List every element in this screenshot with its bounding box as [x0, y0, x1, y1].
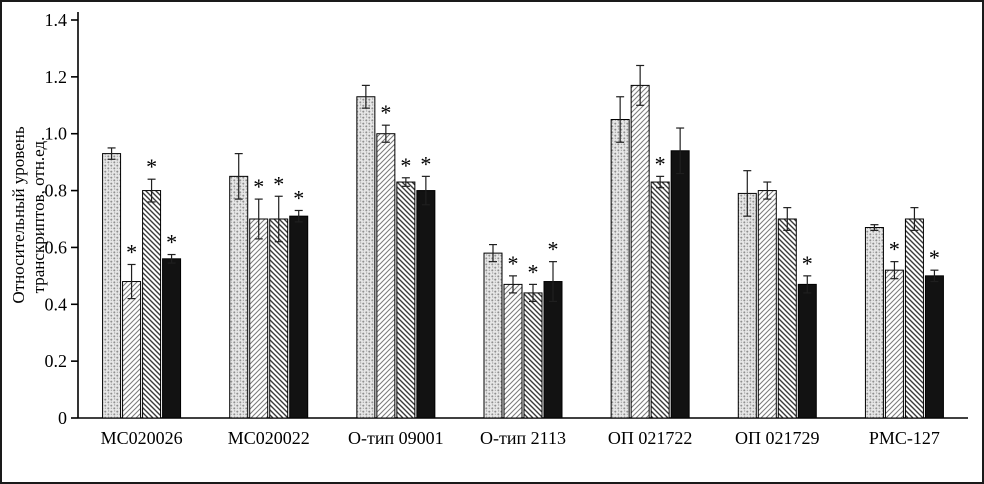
x-category-label: ОП 021722: [608, 428, 693, 448]
bar-solid-black: [416, 190, 436, 419]
x-category-label: МС020026: [101, 428, 183, 448]
bar-solid-black: [670, 150, 690, 419]
significance-marker: *: [380, 100, 391, 125]
bar-dotted: [102, 153, 122, 419]
y-tick-label: 0.2: [45, 351, 68, 371]
bar-hatch-backward: [650, 181, 670, 419]
significance-marker: *: [508, 251, 519, 276]
bar-hatch-backward: [396, 181, 416, 419]
y-tick-label: 0.4: [45, 294, 68, 314]
y-tick-label: 1.2: [45, 67, 68, 87]
significance-marker: *: [293, 185, 304, 210]
significance-marker: *: [655, 151, 666, 176]
x-category-label: О-тип 2113: [480, 428, 566, 448]
bar-hatch-forward: [376, 133, 396, 419]
bar-hatch-backward: [269, 218, 289, 419]
x-category-label: МС020022: [228, 428, 310, 448]
bar-dotted: [483, 252, 503, 419]
bar-hatch-backward: [142, 190, 162, 419]
bar-hatch-forward: [757, 190, 777, 419]
significance-marker: *: [889, 237, 900, 262]
significance-marker: *: [253, 174, 264, 199]
significance-marker: *: [126, 239, 137, 264]
significance-marker: *: [273, 171, 284, 196]
significance-marker: *: [929, 245, 940, 270]
x-category-label: РМС-127: [869, 428, 940, 448]
bar-hatch-backward: [777, 218, 797, 419]
x-category-label: ОП 021729: [735, 428, 820, 448]
bar-solid-black: [162, 258, 182, 419]
significance-marker: *: [528, 259, 539, 284]
significance-marker: *: [802, 251, 813, 276]
bar-dotted: [356, 96, 376, 419]
bar-solid-black: [289, 215, 309, 419]
significance-marker: *: [146, 154, 157, 179]
bar-hatch-forward: [630, 84, 650, 419]
bar-dotted: [864, 227, 884, 419]
y-tick-label: 0.8: [45, 181, 68, 201]
bar-hatch-forward: [503, 283, 523, 419]
y-tick-label: 0.6: [45, 237, 68, 257]
bar-dotted: [229, 175, 249, 419]
bar-dotted: [610, 119, 630, 419]
bar-hatch-backward: [523, 292, 543, 419]
significance-marker: *: [400, 153, 411, 178]
significance-marker: *: [420, 151, 431, 176]
y-axis-label-line2: транскриптов, отн.ед.: [29, 137, 48, 294]
significance-marker: *: [548, 237, 559, 262]
significance-marker: *: [166, 230, 177, 255]
y-tick-label: 0: [58, 408, 67, 428]
bar-hatch-forward: [122, 281, 142, 419]
bar-hatch-forward: [249, 218, 269, 419]
bar-hatch-forward: [884, 269, 904, 419]
x-category-label: О-тип 09001: [348, 428, 444, 448]
y-tick-label: 1.4: [45, 10, 68, 30]
bar-solid-black: [797, 283, 817, 419]
y-axis-label-line1: Относительный уровень: [9, 126, 28, 304]
bar-hatch-backward: [904, 218, 924, 419]
bar-dotted: [737, 192, 757, 419]
y-tick-label: 1.0: [45, 124, 68, 144]
bar-solid-black: [924, 275, 944, 419]
